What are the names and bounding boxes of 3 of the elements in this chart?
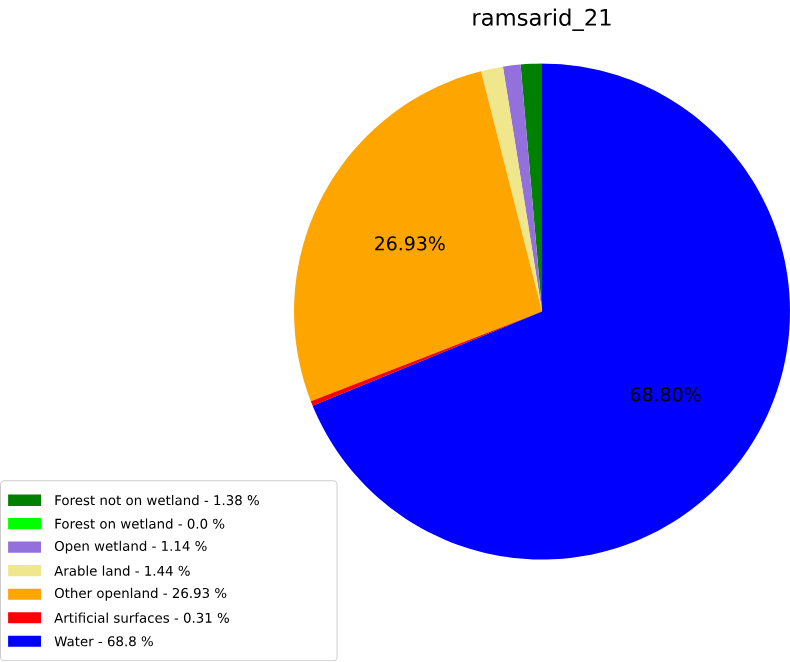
data-label: 68.80% [630, 387, 701, 402]
chart-title: ramsarid_21 [473, 8, 611, 32]
data-label: 26.93% [375, 236, 445, 251]
